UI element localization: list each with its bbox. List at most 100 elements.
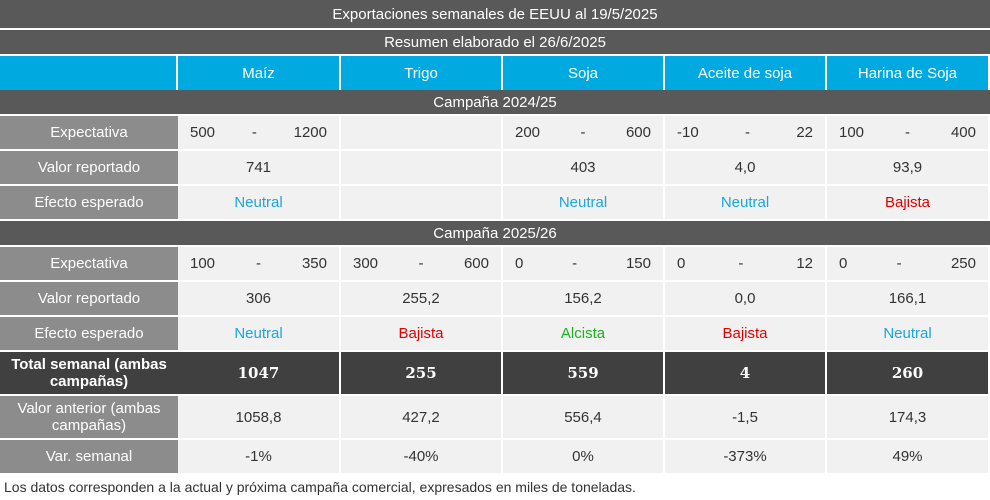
effect-cell: Bajista: [341, 317, 503, 352]
footnote: Los datos corresponden a la actual y pró…: [4, 479, 636, 495]
value-cell: 0%: [503, 440, 665, 475]
range-part: -: [580, 124, 586, 141]
effect-label: Alcista: [560, 325, 606, 342]
value-cell: 1058,8: [178, 396, 341, 440]
range-part: -: [905, 124, 910, 141]
value-cell: -40%: [341, 440, 503, 475]
column-header: Trigo: [341, 56, 503, 90]
range-part: -: [572, 255, 578, 272]
empty-cell: [341, 116, 503, 151]
range-part: 100: [190, 255, 216, 272]
value-cell: -373%: [665, 440, 827, 475]
value-cell: 174,3: [827, 396, 990, 440]
value-cell: 93,9: [827, 151, 990, 186]
table-subtitle: Resumen elaborado el 26/6/2025: [0, 30, 990, 56]
row-label: Valor reportado: [0, 282, 178, 317]
value-cell: 306: [178, 282, 341, 317]
effect-cell: Neutral: [827, 317, 990, 352]
range-part: 0: [515, 255, 524, 272]
campaign-header: Campaña 2025/26: [0, 221, 990, 247]
range-part: 600: [625, 124, 651, 141]
effect-label: Bajista: [398, 325, 444, 342]
range-cell: -10 - 22: [665, 116, 827, 151]
effect-label: Bajista: [722, 325, 768, 342]
range-cell: 0 - 250: [827, 247, 990, 282]
value-cell: 4,0: [665, 151, 827, 186]
row-label: Expectativa: [0, 116, 178, 151]
value-cell: 427,2: [341, 396, 503, 440]
row-label: Var. semanal: [0, 440, 178, 475]
range-part: 600: [463, 255, 489, 272]
value-cell: 255,2: [341, 282, 503, 317]
range-part: 500: [190, 124, 216, 141]
row-label: Total semanal (ambas campañas): [0, 352, 178, 396]
effect-cell: Neutral: [178, 186, 341, 221]
total-cell: 559: [503, 352, 665, 396]
value-cell: 166,1: [827, 282, 990, 317]
effect-label: Neutral: [720, 194, 770, 211]
row-label: Efecto esperado: [0, 317, 178, 352]
column-header: Harina de Soja: [827, 56, 990, 90]
range-part: 250: [950, 255, 976, 272]
range-cell: 0 - 150: [503, 247, 665, 282]
range-part: -: [256, 255, 261, 272]
effect-cell: Alcista: [503, 317, 665, 352]
range-part: 0: [677, 255, 686, 272]
empty-cell: [341, 151, 503, 186]
effect-label: Neutral: [234, 325, 283, 342]
range-part: -10: [677, 124, 699, 141]
value-cell: 0,0: [665, 282, 827, 317]
effect-label: Neutral: [558, 194, 608, 211]
row-label: Expectativa: [0, 247, 178, 282]
value-cell: 556,4: [503, 396, 665, 440]
row-label: Valor reportado: [0, 151, 178, 186]
effect-cell: Neutral: [503, 186, 665, 221]
effect-label: Neutral: [234, 194, 283, 211]
range-cell: 0 - 12: [665, 247, 827, 282]
column-header: Soja: [503, 56, 665, 90]
value-cell: 741: [178, 151, 341, 186]
range-cell: 100 - 400: [827, 116, 990, 151]
row-label: Efecto esperado: [0, 186, 178, 221]
column-header: Aceite de soja: [665, 56, 827, 90]
range-part: -: [251, 124, 257, 141]
range-cell: 100 - 350: [178, 247, 341, 282]
range-part: 300: [353, 255, 379, 272]
range-cell: 500 - 1200: [178, 116, 341, 151]
header-corner: [0, 56, 178, 90]
range-part: 1200: [293, 124, 327, 141]
value-cell: -1%: [178, 440, 341, 475]
range-part: 200: [515, 124, 541, 141]
range-part: 350: [301, 255, 327, 272]
value-cell: 403: [503, 151, 665, 186]
range-part: 400: [950, 124, 976, 141]
effect-label: Bajista: [884, 194, 931, 211]
range-part: -: [418, 255, 424, 272]
range-part: 0: [839, 255, 848, 272]
table-title: Exportaciones semanales de EEUU al 19/5/…: [0, 0, 990, 30]
total-cell: 255: [341, 352, 503, 396]
campaign-header: Campaña 2024/25: [0, 90, 990, 116]
range-part: -: [896, 255, 902, 272]
value-cell: -1,5: [665, 396, 827, 440]
total-cell: 4: [665, 352, 827, 396]
range-part: -: [745, 124, 750, 141]
effect-label: Neutral: [883, 325, 932, 342]
value-cell: 156,2: [503, 282, 665, 317]
column-header: Maíz: [178, 56, 341, 90]
row-label: Valor anterior (ambas campañas): [0, 396, 178, 440]
effect-cell: Bajista: [665, 317, 827, 352]
total-cell: 1047: [178, 352, 341, 396]
effect-cell: Neutral: [178, 317, 341, 352]
range-part: 22: [796, 124, 813, 141]
effect-cell: Neutral: [665, 186, 827, 221]
range-cell: 300 - 600: [341, 247, 503, 282]
range-part: 100: [839, 124, 865, 141]
effect-cell: Bajista: [827, 186, 990, 221]
range-part: 150: [625, 255, 651, 272]
range-cell: 200 - 600: [503, 116, 665, 151]
total-cell: 260: [827, 352, 990, 396]
range-part: 12: [796, 255, 813, 272]
range-part: -: [738, 255, 744, 272]
